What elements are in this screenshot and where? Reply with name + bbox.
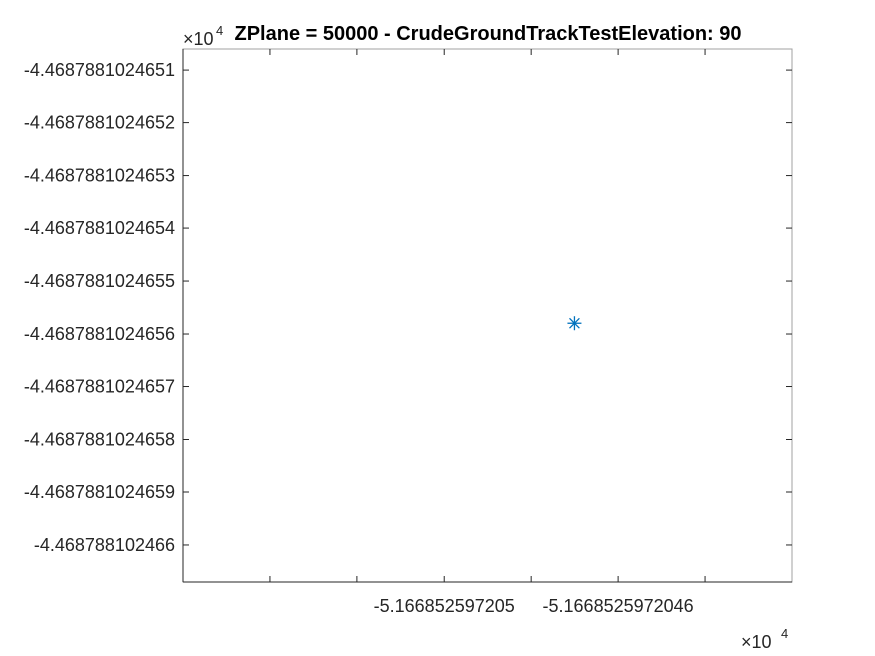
axis-labels: -5.166852597205 -5.1668525972046 -4.468788… — [24, 60, 694, 616]
x-exponent-base: ×10 — [741, 632, 772, 652]
data-point-marker — [567, 316, 582, 331]
x-exponent-power: 4 — [781, 626, 788, 641]
y-tick-label: -4.4687881024653 — [24, 166, 175, 186]
y-exponent-label: ×10 4 — [183, 23, 223, 49]
y-tick-label: -4.4687881024652 — [24, 113, 175, 133]
y-tick-label: -4.4687881024651 — [24, 60, 175, 80]
y-exponent-power: 4 — [216, 23, 223, 38]
y-tick-label: -4.4687881024654 — [24, 218, 175, 238]
x-tick-label: -5.166852597205 — [374, 596, 515, 616]
plot-data — [567, 316, 582, 331]
y-tick-label: -4.4687881024658 — [24, 429, 175, 449]
y-tick-label: -4.4687881024657 — [24, 377, 175, 397]
y-tick-label: -4.4687881024656 — [24, 324, 175, 344]
x-exponent-label: ×10 4 — [741, 626, 788, 652]
chart-title: ZPlane = 50000 - CrudeGroundTrackTestEle… — [234, 23, 741, 45]
axes[interactable] — [182, 48, 793, 583]
marker-stroke — [569, 317, 580, 329]
plot-area — [182, 48, 793, 583]
x-tick-label: -5.1668525972046 — [543, 596, 694, 616]
y-tick-label: -4.4687881024655 — [24, 271, 175, 291]
y-tick-label: -4.468788102466 — [34, 535, 175, 555]
y-tick-label: -4.4687881024659 — [24, 482, 175, 502]
y-exponent-base: ×10 — [183, 29, 214, 49]
